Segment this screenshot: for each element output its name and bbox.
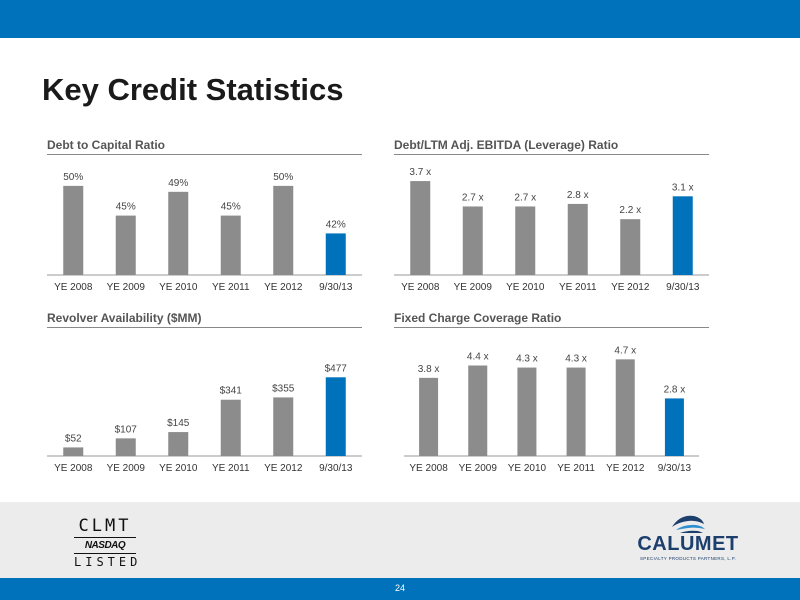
data-label: 45% bbox=[221, 202, 241, 213]
chart-title: Debt/LTM Adj. EBITDA (Leverage) Ratio bbox=[394, 138, 709, 155]
bar bbox=[63, 447, 84, 456]
bar bbox=[620, 219, 641, 275]
leverage-ratio-plot: 3.7 x YE 2008 2.7 x YE 2009 2.7 x YE 2010 2.8 … bbox=[394, 167, 709, 293]
category-tick-label: YE 2009 bbox=[107, 282, 146, 293]
revolver-availability-plot: $52 YE 2008 $107 YE 2009 $145 YE 2010 $341 YE 2… bbox=[47, 363, 362, 474]
chart-title: Fixed Charge Coverage Ratio bbox=[394, 311, 709, 328]
data-label: 4.3 x bbox=[565, 354, 587, 365]
data-label: $355 bbox=[272, 383, 295, 394]
category-tick-label: 9/30/13 bbox=[666, 282, 700, 293]
category-tick-label: 9/30/13 bbox=[658, 463, 692, 474]
ticker-symbol: CLMT bbox=[78, 516, 132, 536]
bottom-bar: 24 bbox=[0, 578, 800, 600]
category-tick-label: YE 2011 bbox=[557, 463, 595, 474]
bar bbox=[517, 367, 537, 456]
data-label: $145 bbox=[167, 418, 190, 429]
category-tick-label: YE 2010 bbox=[159, 463, 198, 474]
bar bbox=[168, 191, 189, 275]
chart-title: Revolver Availability ($MM) bbox=[47, 311, 362, 328]
logo-rule bbox=[74, 553, 136, 554]
category-tick-label: YE 2010 bbox=[508, 463, 547, 474]
calumet-emblem-icon bbox=[672, 515, 705, 533]
bar bbox=[462, 206, 483, 275]
data-label: 2.8 x bbox=[567, 190, 589, 201]
debt-to-capital-plot: 50% YE 2008 45% YE 2009 49% YE 2010 45% YE 2011… bbox=[47, 172, 362, 293]
footer-band bbox=[0, 502, 800, 578]
data-label: 3.1 x bbox=[672, 182, 694, 193]
data-label: $477 bbox=[325, 363, 348, 374]
bar bbox=[273, 397, 294, 456]
bar bbox=[419, 377, 439, 456]
debt-to-capital-chart: Debt to Capital Ratio 50% YE 2008 45% YE 20… bbox=[47, 138, 362, 298]
category-tick-label: 9/30/13 bbox=[319, 463, 353, 474]
calumet-tagline: SPECIALTY PRODUCTS PARTNERS, L.P. bbox=[639, 556, 736, 561]
bar bbox=[567, 203, 588, 275]
data-label: 42% bbox=[326, 219, 346, 230]
category-tick-label: YE 2008 bbox=[409, 463, 448, 474]
data-label: 3.8 x bbox=[418, 364, 440, 375]
data-label: 3.7 x bbox=[409, 167, 431, 178]
revolver-availability-chart: Revolver Availability ($MM) $52 YE 2008 $1… bbox=[47, 311, 362, 474]
bar bbox=[115, 215, 136, 275]
data-label: $107 bbox=[115, 424, 138, 435]
data-label: $341 bbox=[220, 386, 243, 397]
category-tick-label: YE 2009 bbox=[459, 463, 498, 474]
calumet-name: CALUMET bbox=[637, 533, 739, 555]
category-tick-label: YE 2012 bbox=[264, 463, 303, 474]
data-label: 2.7 x bbox=[462, 192, 484, 203]
bar bbox=[220, 215, 241, 275]
exchange-name: NASDAQ bbox=[84, 540, 126, 551]
category-tick-label: YE 2011 bbox=[212, 282, 250, 293]
bar bbox=[566, 367, 586, 456]
chart-title: Debt to Capital Ratio bbox=[47, 138, 362, 155]
bar bbox=[325, 377, 346, 456]
calumet-logo: CALUMET SPECIALTY PRODUCTS PARTNERS, L.P… bbox=[636, 512, 740, 561]
category-tick-label: YE 2010 bbox=[159, 282, 198, 293]
category-tick-label: YE 2012 bbox=[264, 282, 303, 293]
top-header-bar bbox=[0, 0, 800, 38]
bar bbox=[168, 432, 189, 456]
nasdaq-listed-logo: CLMT NASDAQ LISTED bbox=[74, 516, 142, 570]
category-tick-label: YE 2008 bbox=[401, 282, 440, 293]
data-label: 2.7 x bbox=[514, 192, 536, 203]
data-label: 4.3 x bbox=[516, 354, 538, 365]
data-label: 2.2 x bbox=[619, 205, 641, 216]
bar bbox=[115, 438, 136, 456]
bar bbox=[515, 206, 536, 275]
data-label: $52 bbox=[65, 433, 82, 444]
category-tick-label: YE 2012 bbox=[606, 463, 645, 474]
category-tick-label: YE 2011 bbox=[559, 282, 597, 293]
data-label: 50% bbox=[273, 172, 293, 183]
category-tick-label: YE 2011 bbox=[212, 463, 250, 474]
page-number: 24 bbox=[394, 583, 405, 593]
data-label: 45% bbox=[116, 202, 136, 213]
bar bbox=[672, 196, 693, 275]
bar bbox=[615, 359, 635, 456]
category-tick-label: YE 2009 bbox=[454, 282, 493, 293]
bar bbox=[273, 185, 294, 275]
data-label: 4.7 x bbox=[614, 345, 636, 356]
category-tick-label: YE 2012 bbox=[611, 282, 650, 293]
bar bbox=[410, 181, 431, 275]
data-label: 50% bbox=[63, 172, 83, 183]
leverage-ratio-chart: Debt/LTM Adj. EBITDA (Leverage) Ratio 3.… bbox=[394, 138, 709, 298]
bar bbox=[664, 398, 684, 456]
bar bbox=[63, 185, 84, 275]
data-label: 49% bbox=[168, 178, 188, 189]
category-tick-label: YE 2008 bbox=[54, 463, 93, 474]
category-tick-label: YE 2010 bbox=[506, 282, 545, 293]
category-tick-label: YE 2009 bbox=[107, 463, 146, 474]
bar bbox=[325, 233, 346, 275]
bar bbox=[220, 399, 241, 456]
fixed-charge-coverage-chart: Fixed Charge Coverage Ratio 3.8 x YE 2008… bbox=[394, 311, 709, 474]
data-label: 4.4 x bbox=[467, 352, 489, 363]
category-tick-label: YE 2008 bbox=[54, 282, 93, 293]
data-label: 2.8 x bbox=[664, 384, 686, 395]
listed-text: LISTED bbox=[74, 555, 142, 569]
category-tick-label: 9/30/13 bbox=[319, 282, 353, 293]
logo-rule bbox=[74, 537, 136, 538]
page-title: Key Credit Statistics bbox=[42, 72, 344, 107]
bar bbox=[468, 365, 488, 456]
fixed-charge-coverage-plot: 3.8 x YE 2008 4.4 x YE 2009 4.3 x YE 2010 4.3 … bbox=[404, 345, 699, 474]
